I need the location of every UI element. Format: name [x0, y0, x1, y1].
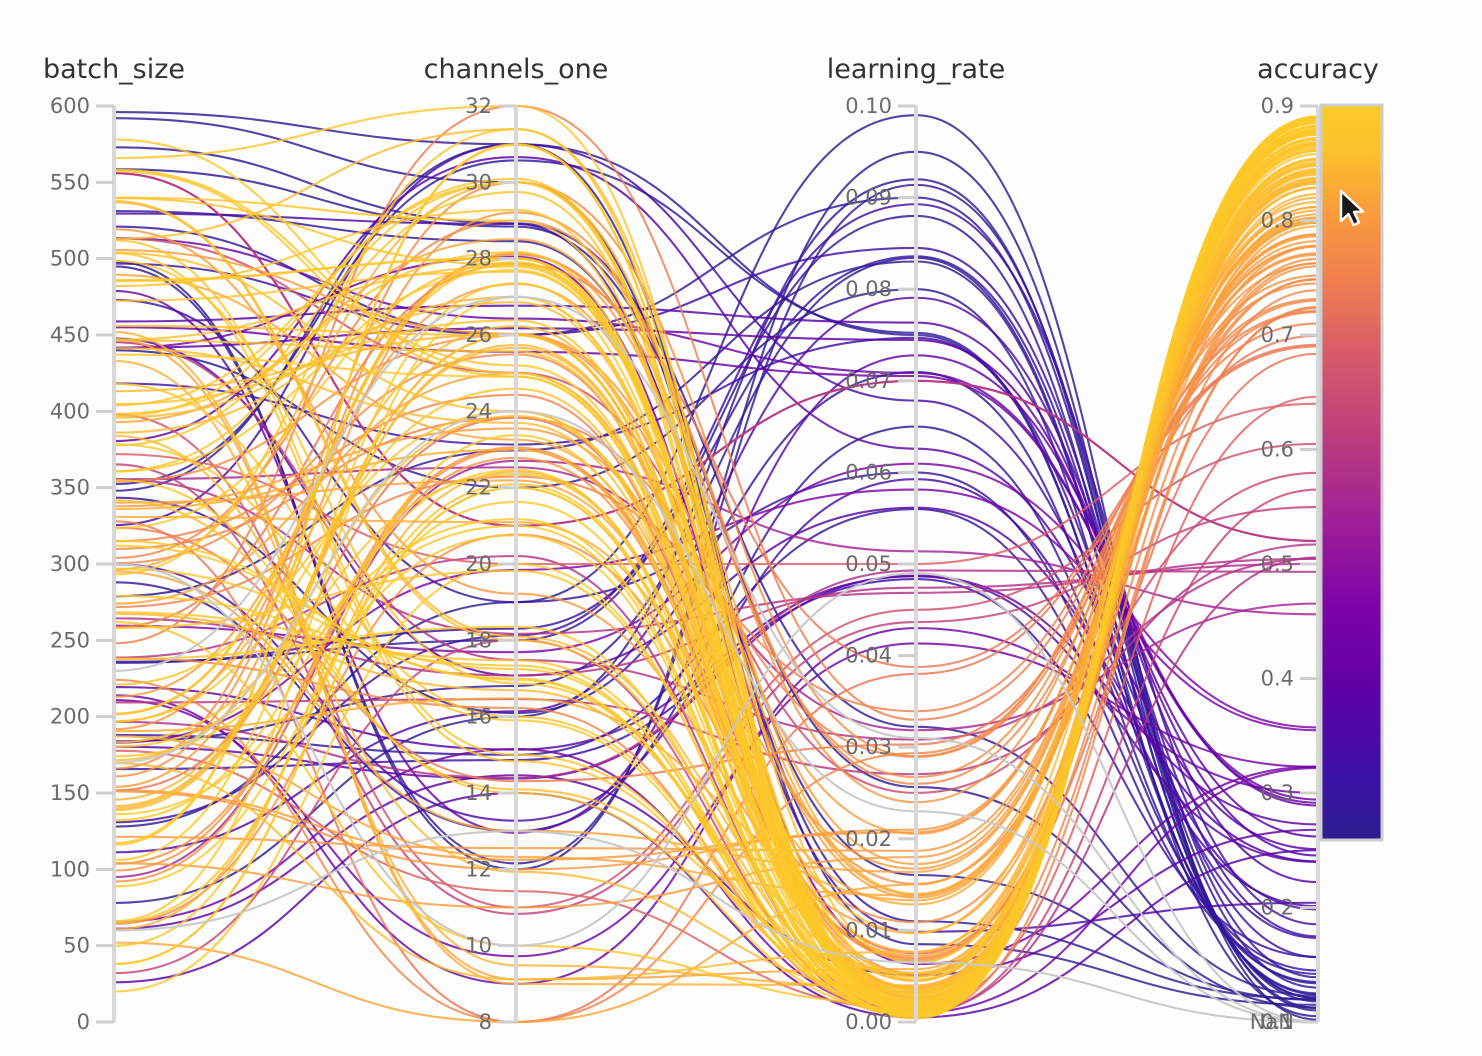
- tick-label-accuracy-3: 0.6: [1261, 438, 1294, 462]
- trial-line[interactable]: [112, 115, 1320, 1020]
- tick-label-batch_size-1: 550: [50, 170, 90, 194]
- tick-label-accuracy-6: 0.3: [1261, 781, 1294, 805]
- tick-label-batch_size-5: 350: [50, 476, 90, 500]
- mouse-cursor: [1339, 189, 1365, 227]
- tick-label-batch_size-3: 450: [50, 323, 90, 347]
- tick-label-channels_one-7: 18: [465, 628, 492, 652]
- tick-label-channels_one-0: 32: [465, 94, 492, 118]
- tick-label-channels_one-8: 16: [465, 705, 492, 729]
- tick-label-learning_rate-4: 0.06: [845, 460, 892, 484]
- tick-label-batch_size-6: 300: [50, 552, 90, 576]
- tick-label-channels_one-9: 14: [465, 781, 492, 805]
- trial-line[interactable]: [112, 507, 1320, 975]
- trial-lines-layer: [112, 104, 1320, 1024]
- trial-line[interactable]: [112, 104, 1320, 1010]
- axis-batch_size[interactable]: batch_size600550500450400350300250200150…: [43, 54, 185, 1034]
- axes-layer: batch_size600550500450400350300250200150…: [43, 54, 1379, 1034]
- trial-line[interactable]: [112, 117, 1320, 1001]
- tick-label-learning_rate-1: 0.09: [845, 186, 892, 210]
- tick-label-batch_size-11: 50: [63, 934, 90, 958]
- tick-label-learning_rate-0: 0.10: [845, 94, 892, 118]
- tick-label-learning_rate-2: 0.08: [845, 277, 892, 301]
- axis-channels_one[interactable]: channels_one 32 30 28 26 24 22 20 18 16 14 12 10 8: [424, 54, 609, 1034]
- trial-line-nan[interactable]: [113, 830, 1319, 1024]
- trial-line-nan[interactable]: [113, 410, 1319, 1024]
- trial-line-nan[interactable]: [113, 562, 1319, 1024]
- trial-line[interactable]: [112, 326, 1320, 801]
- cursor-arrow-icon: [1339, 189, 1365, 227]
- tick-label-channels_one-11: 10: [465, 934, 492, 958]
- mouse-cursor-layer: [1339, 189, 1365, 227]
- tick-label-learning_rate-5: 0.05: [845, 552, 892, 576]
- axis-title-accuracy: accuracy: [1257, 54, 1379, 85]
- tick-label-learning_rate-9: 0.01: [845, 918, 892, 942]
- tick-label-accuracy-7: 0.2: [1261, 896, 1294, 920]
- tick-label-batch_size-12: 0: [77, 1010, 90, 1034]
- tick-label-channels_one-12: 8: [479, 1010, 492, 1034]
- tick-label-batch_size-9: 150: [50, 781, 90, 805]
- tick-label-batch_size-0: 600: [50, 94, 90, 118]
- tick-label-accuracy-5: 0.4: [1261, 667, 1294, 691]
- tick-label-channels_one-10: 12: [465, 857, 492, 881]
- trial-line[interactable]: [112, 143, 1320, 995]
- tick-label-learning_rate-3: 0.07: [845, 369, 892, 393]
- axis-title-learning_rate: learning_rate: [827, 54, 1006, 85]
- tick-label-nan: NaN: [1250, 1010, 1294, 1034]
- tick-label-learning_rate-10: 0.00: [845, 1010, 892, 1034]
- tick-label-batch_size-10: 100: [50, 857, 90, 881]
- tick-label-channels_one-5: 22: [465, 476, 492, 500]
- tick-label-learning_rate-8: 0.02: [845, 827, 892, 851]
- tick-label-channels_one-2: 28: [465, 247, 492, 271]
- tick-label-accuracy-0: 0.9: [1261, 94, 1294, 118]
- tick-label-batch_size-4: 400: [50, 399, 90, 423]
- trial-line[interactable]: [112, 791, 1320, 1019]
- tick-label-batch_size-2: 500: [50, 247, 90, 271]
- trial-line[interactable]: [112, 336, 1320, 940]
- tick-label-channels_one-1: 30: [465, 170, 492, 194]
- tick-label-channels_one-3: 26: [465, 323, 492, 347]
- tick-label-batch_size-7: 250: [50, 628, 90, 652]
- tick-label-channels_one-6: 20: [465, 552, 492, 576]
- trial-line[interactable]: [112, 181, 1320, 770]
- axis-title-channels_one: channels_one: [424, 54, 609, 85]
- tick-label-learning_rate-7: 0.03: [845, 735, 892, 759]
- trial-line[interactable]: [112, 488, 1320, 1015]
- axis-learning_rate[interactable]: learning_rate 0.10 0.09 0.08 0.07 0.06 0.05 0.0…: [827, 54, 1006, 1034]
- colorbar-frame: [1319, 103, 1384, 842]
- trial-line[interactable]: [112, 298, 1320, 972]
- tick-label-accuracy-1: 0.8: [1261, 209, 1294, 233]
- tick-label-learning_rate-6: 0.04: [845, 644, 892, 668]
- tick-label-accuracy-4: 0.5: [1261, 552, 1294, 576]
- axis-title-batch_size: batch_size: [43, 54, 185, 85]
- colorbar-layer[interactable]: [1319, 103, 1384, 842]
- tick-label-accuracy-8: 0.1: [1261, 1010, 1294, 1034]
- tick-label-channels_one-4: 24: [465, 399, 492, 423]
- tick-label-batch_size-8: 200: [50, 705, 90, 729]
- accuracy-colorbar[interactable]: [1321, 105, 1382, 840]
- tick-label-accuracy-2: 0.7: [1261, 323, 1294, 347]
- trial-line-nan[interactable]: [113, 295, 1319, 1024]
